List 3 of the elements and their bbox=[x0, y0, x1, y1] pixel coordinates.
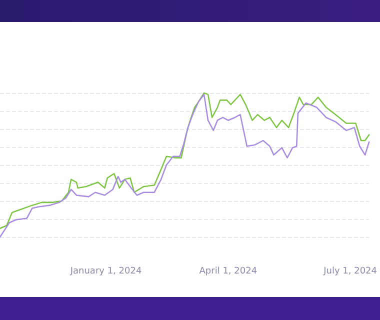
x-tick-label: January 1, 2024 bbox=[69, 266, 142, 276]
x-tick-label: July 1, 2024 bbox=[322, 266, 378, 276]
x-tick-label: April 1, 2024 bbox=[199, 266, 258, 276]
